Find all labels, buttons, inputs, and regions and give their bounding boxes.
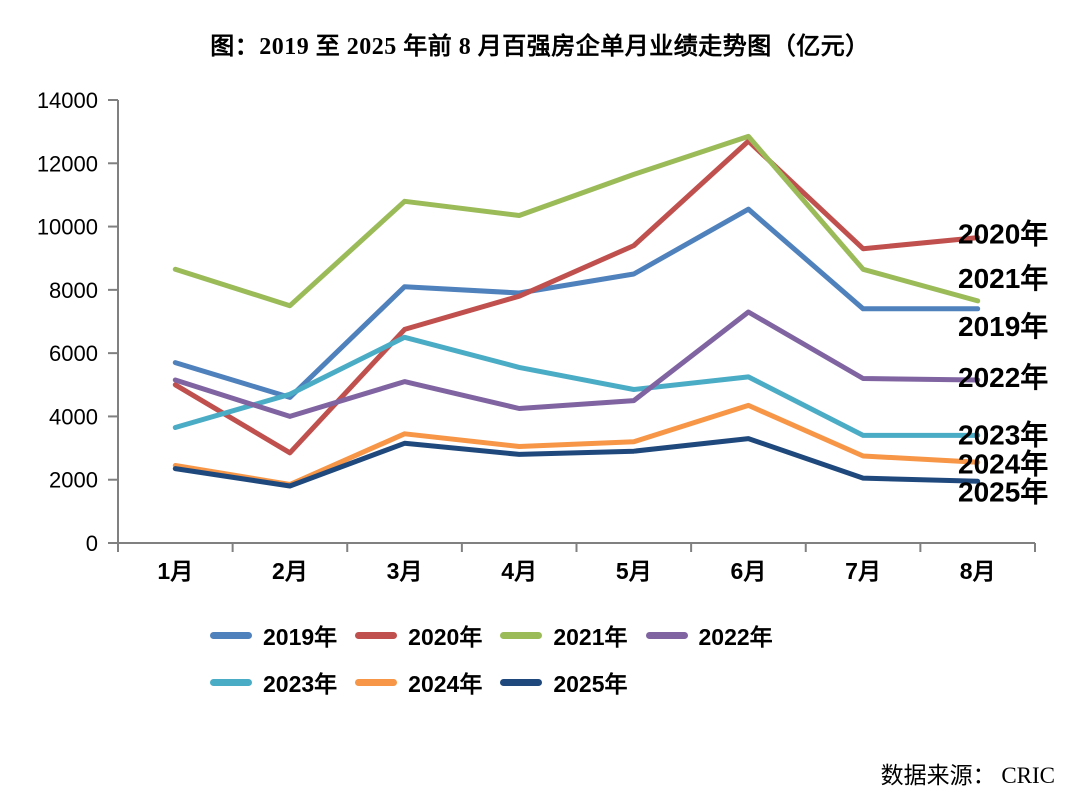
legend-item-2020年: 2020年 bbox=[355, 618, 482, 652]
x-tick-label: 8月 bbox=[960, 558, 996, 584]
legend-item-2019年: 2019年 bbox=[210, 618, 337, 652]
legend-label-2021年: 2021年 bbox=[553, 624, 628, 650]
end-label-2025年: 2025年 bbox=[958, 475, 1048, 507]
line-2021年 bbox=[172, 133, 981, 309]
legend-label-2023年: 2023年 bbox=[263, 671, 338, 697]
x-tick-label: 3月 bbox=[387, 558, 423, 584]
legend-label-2024年: 2024年 bbox=[408, 671, 483, 697]
legend-swatch-2023年 bbox=[210, 678, 252, 686]
line-2019年 bbox=[172, 206, 981, 400]
legend-swatch-2022年 bbox=[645, 631, 688, 639]
x-tick-label: 6月 bbox=[731, 558, 767, 584]
end-label-2023年: 2023年 bbox=[958, 418, 1048, 450]
end-label-2021年: 2021年 bbox=[958, 262, 1048, 294]
legend-swatch-2019年 bbox=[210, 631, 252, 639]
line-2024年 bbox=[172, 402, 981, 487]
legend-label-2020年: 2020年 bbox=[408, 624, 483, 650]
legend-item-2023年: 2023年 bbox=[210, 665, 337, 699]
legend-item-2021年: 2021年 bbox=[500, 618, 628, 652]
x-tick-label: 7月 bbox=[845, 558, 881, 584]
y-axis-tick-labels: 0 2000 4000 6000 8000 10000 12000 14000 bbox=[37, 88, 98, 556]
legend-swatch-2024年 bbox=[355, 678, 398, 686]
x-tick-label: 5月 bbox=[616, 558, 652, 584]
line-2025年 bbox=[172, 436, 981, 489]
line-chart: 0 2000 4000 6000 8000 10000 12000 14000 1月 2月 3月 4… bbox=[37, 88, 1048, 584]
plot-lines bbox=[172, 133, 981, 489]
x-tick-label: 2月 bbox=[272, 558, 308, 584]
y-tick-label: 0 bbox=[86, 531, 98, 556]
legend-swatch-2020年 bbox=[355, 631, 398, 639]
line-2020年 bbox=[172, 138, 981, 456]
legend-label-2019年: 2019年 bbox=[263, 624, 338, 650]
y-tick-label: 12000 bbox=[37, 151, 98, 176]
chart-title: 图：2019 至 2025 年前 8 月百强房企单月业绩走势图（亿元） bbox=[210, 34, 870, 60]
x-tick-label: 1月 bbox=[157, 558, 193, 584]
data-source-note: 数据来源： CRIC bbox=[880, 763, 1055, 788]
y-tick-label: 2000 bbox=[49, 468, 98, 493]
y-tick-label: 14000 bbox=[37, 88, 98, 113]
end-label-2019年: 2019年 bbox=[958, 310, 1048, 342]
legend-item-2024年: 2024年 bbox=[355, 665, 482, 699]
legend-label-2025年: 2025年 bbox=[553, 671, 628, 697]
x-axis-tick-labels: 1月 2月 3月 4月 5月 6月 7月 8月 bbox=[157, 558, 995, 584]
legend-label-2022年: 2022年 bbox=[698, 624, 773, 650]
end-label-2020年: 2020年 bbox=[958, 218, 1048, 250]
end-label-2024年: 2024年 bbox=[958, 447, 1048, 479]
y-tick-label: 8000 bbox=[49, 278, 98, 303]
legend-swatch-2021年 bbox=[500, 631, 543, 639]
legend-swatch-2025年 bbox=[500, 678, 543, 686]
legend-item-2025年: 2025年 bbox=[500, 665, 628, 699]
y-tick-label: 10000 bbox=[37, 215, 98, 240]
end-label-2022年: 2022年 bbox=[958, 361, 1048, 393]
legend-item-2022年: 2022年 bbox=[645, 618, 773, 652]
legend-row-2: 2023年 2024年 2025年 bbox=[210, 665, 791, 699]
legend-row-1: 2019年 2020年 2021年 2022年 bbox=[210, 618, 791, 652]
line-2022年 bbox=[172, 309, 981, 419]
axes bbox=[108, 99, 1036, 552]
y-tick-label: 4000 bbox=[49, 404, 98, 429]
x-tick-label: 4月 bbox=[501, 558, 537, 584]
chart-legend: 2019年 2020年 2021年 2022年 2023年 2024年 2025年 bbox=[210, 618, 791, 712]
line-2023年 bbox=[172, 334, 981, 438]
y-tick-label: 6000 bbox=[49, 341, 98, 366]
